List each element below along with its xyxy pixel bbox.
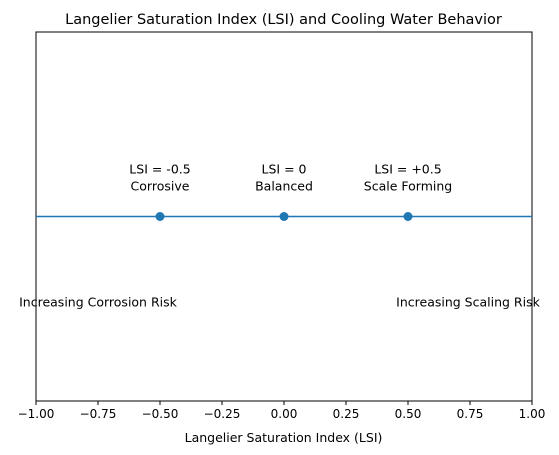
x-axis-label: Langelier Saturation Index (LSI) <box>185 430 383 445</box>
side-label: Increasing Corrosion Risk <box>19 295 178 310</box>
data-point <box>403 212 413 221</box>
annotation-label: LSI = -0.5 Corrosive <box>129 162 190 194</box>
side-label: Increasing Scaling Risk <box>396 295 540 310</box>
annotations: LSI = -0.5 Corrosive LSI = 0 Balanced LSI = … <box>129 162 452 194</box>
x-tick-label: −0.75 <box>80 407 117 421</box>
x-tick-label: −0.50 <box>142 407 179 421</box>
side-labels: Increasing Corrosion Risk Increasing Scal… <box>19 295 540 310</box>
data-point <box>279 212 289 221</box>
annotation-label: LSI = 0 Balanced <box>255 162 313 194</box>
x-tick-label: 1.00 <box>519 407 546 421</box>
x-tick-label: −1.00 <box>18 407 55 421</box>
x-tick-label: 0.50 <box>395 407 422 421</box>
data-points <box>155 212 413 221</box>
chart-title: Langelier Saturation Index (LSI) and Coo… <box>65 12 502 28</box>
annotation-label: LSI = +0.5 Scale Forming <box>364 162 452 194</box>
x-tick-label: 0.75 <box>457 407 484 421</box>
data-point <box>155 212 165 221</box>
x-tick-label: 0.00 <box>271 407 298 421</box>
x-tick-label: −0.25 <box>204 407 241 421</box>
x-tick-label: 0.25 <box>333 407 360 421</box>
x-axis-ticks: −1.00 −0.75 −0.50 −0.25 0.00 0.25 0.50 0.75 1.00 <box>18 401 546 421</box>
